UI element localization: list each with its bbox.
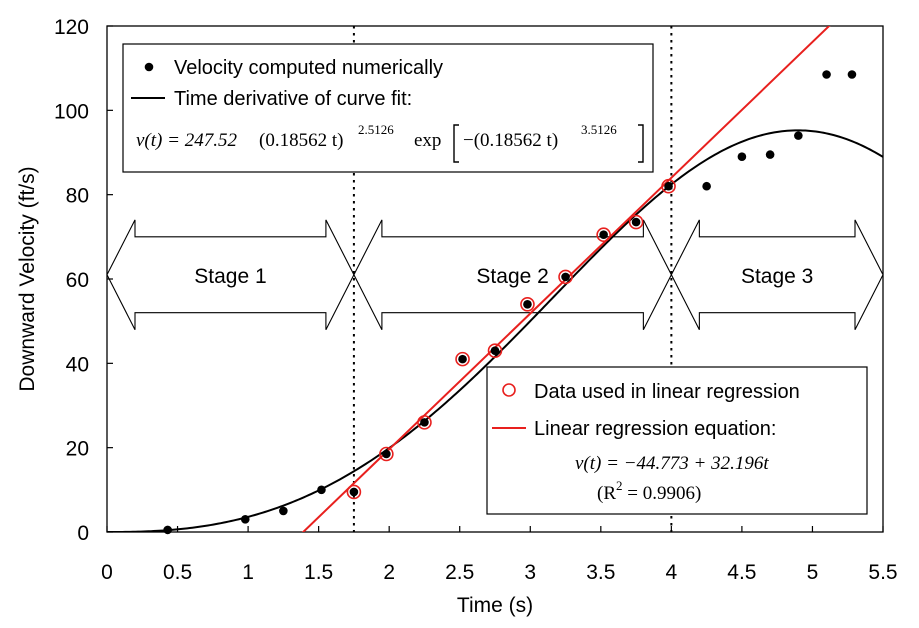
x-tick-label: 5.5 — [868, 561, 897, 584]
x-axis-label: Time (s) — [457, 594, 533, 617]
r-squared: (R2 = 0.9906) — [597, 478, 701, 504]
stage-label-2: Stage 2 — [476, 265, 548, 288]
eq-bracket-left — [453, 124, 459, 163]
numeric-data-point — [163, 525, 172, 535]
data-points — [163, 70, 857, 535]
numeric-data-point — [523, 300, 532, 309]
numeric-data-point — [240, 515, 250, 524]
numeric-data-point — [279, 506, 288, 516]
numeric-data-point — [458, 354, 467, 364]
x-tick-label: 3.5 — [586, 561, 615, 584]
y-axis-label: Downward Velocity (ft/s) — [16, 166, 39, 391]
eq-lhs: v(t) = 247.52 — [136, 130, 237, 151]
eq-exponent-2: 3.5126 — [581, 122, 617, 137]
y-tick-label: 40 — [66, 353, 89, 376]
numeric-data-point — [847, 70, 857, 79]
numeric-data-point — [702, 181, 711, 191]
eq-term-a: (0.18562 t) — [259, 130, 343, 151]
numeric-data-point — [765, 150, 775, 159]
x-tick-label: 1.5 — [304, 561, 333, 584]
regression-data-point — [379, 446, 394, 462]
curve-fit-equation: v(t) = 247.52 (0.18562 t) 2.5126 exp −(0… — [136, 122, 644, 163]
legend-red-circle-marker — [502, 383, 516, 397]
numeric-data-point — [420, 418, 429, 427]
x-tick-label: 2.5 — [445, 561, 474, 584]
stage-label-3: Stage 3 — [741, 265, 813, 288]
legend-bottom-box — [486, 366, 868, 515]
numeric-data-point — [317, 485, 326, 495]
stage-label-1: Stage 1 — [194, 265, 266, 288]
regression-data-point — [558, 269, 573, 285]
numeric-data-point — [382, 449, 391, 459]
legend-bottom: Data used in linear regression Linear re… — [486, 366, 868, 515]
y-tick-label: 80 — [66, 185, 89, 208]
legend-top: Velocity computed numerically Time deriv… — [122, 43, 654, 173]
regression-line — [301, 26, 831, 532]
regression-data-point — [661, 178, 676, 194]
numeric-data-point — [631, 217, 641, 227]
y-tick-label: 20 — [66, 438, 89, 461]
regression-data-point — [346, 484, 362, 500]
legend-item-regression-data: Data used in linear regression — [534, 381, 800, 403]
y-tick-label: 0 — [77, 522, 89, 545]
x-tick-label: 2 — [383, 561, 395, 584]
x-tick-label: 0 — [101, 561, 113, 584]
stage-arrows: Stage 1 Stage 2 Stage 3 — [106, 219, 884, 330]
numeric-data-point — [822, 70, 831, 79]
numeric-data-point — [561, 272, 570, 282]
x-tick-label: 1 — [242, 561, 254, 584]
y-tick-label: 100 — [54, 100, 89, 123]
regression-data-point — [455, 351, 470, 367]
x-tick-label: 5 — [807, 561, 819, 584]
y-tick-label: 120 — [54, 16, 89, 39]
eq-bracket-right — [638, 124, 644, 163]
legend-item-numeric: Velocity computed numerically — [174, 57, 443, 79]
regression-equation: v(t) = −44.773 + 32.196t — [575, 453, 769, 474]
y-tick-label: 60 — [66, 269, 89, 292]
x-tick-label: 3 — [524, 561, 536, 584]
legend-top-box — [122, 43, 654, 173]
legend-item-curve-fit: Time derivative of curve fit: — [174, 88, 412, 110]
numeric-data-point — [664, 181, 673, 191]
stage-arrow-3 — [670, 219, 884, 330]
axes: 0 0.5 1 1.5 2 2.5 3 3.5 4 4.5 5 5.5 0 20 40 60 80 100 120 T… — [16, 16, 898, 617]
numeric-data-point — [490, 346, 500, 355]
eq-exp: exp — [414, 130, 441, 151]
regression-data-point — [417, 415, 432, 430]
eq-term-c: −(0.18562 t) — [463, 130, 558, 151]
numeric-data-point — [794, 131, 803, 140]
regression-data-point — [628, 214, 644, 230]
regression-data-point — [487, 343, 503, 358]
numeric-data-point — [737, 152, 747, 162]
x-tick-label: 4 — [666, 561, 678, 584]
legend-dot-marker — [144, 62, 154, 72]
eq-exponent-1: 2.5126 — [358, 122, 394, 137]
regression-data-point — [596, 227, 611, 243]
numeric-data-point — [599, 230, 608, 240]
x-tick-label: 4.5 — [727, 561, 756, 584]
numeric-data-point — [349, 487, 359, 497]
legend-item-regression-line: Linear regression equation: — [534, 418, 776, 440]
regression-data-point — [520, 296, 535, 312]
x-tick-label: 0.5 — [163, 561, 192, 584]
